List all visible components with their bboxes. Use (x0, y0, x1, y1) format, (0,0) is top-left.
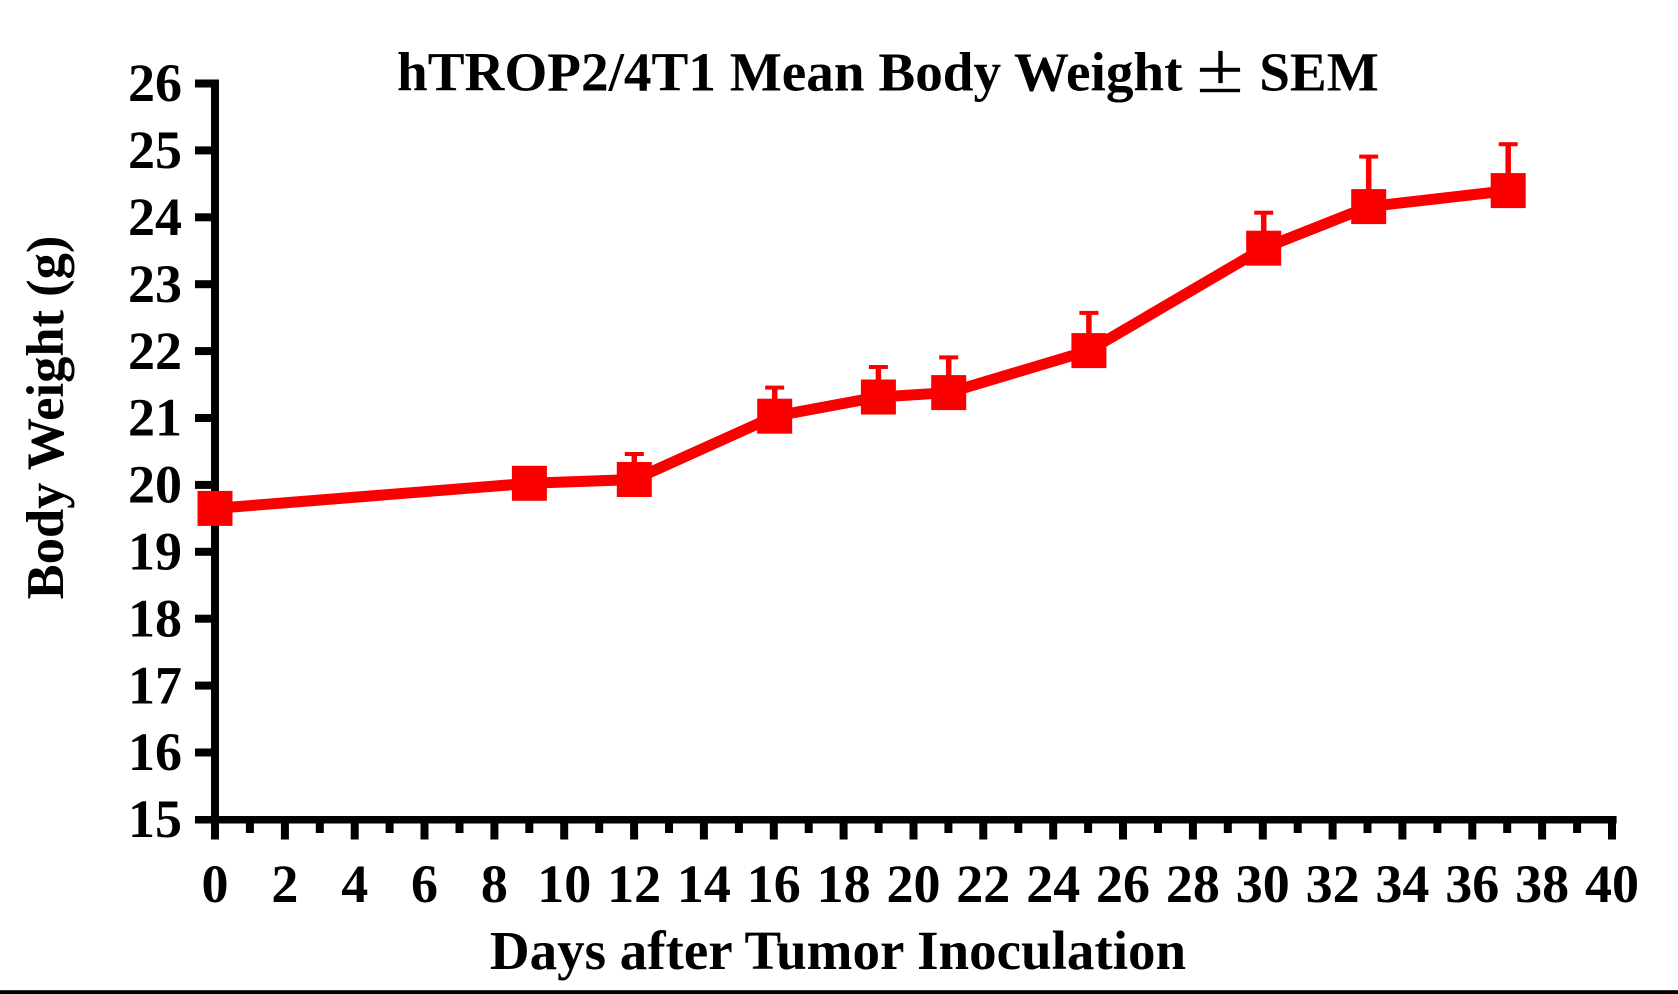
svg-text:14: 14 (677, 854, 731, 914)
svg-text:16: 16 (747, 854, 801, 914)
svg-text:19: 19 (128, 522, 182, 582)
svg-text:Body Weight (g): Body Weight (g) (17, 236, 75, 600)
svg-text:17: 17 (128, 655, 182, 715)
svg-text:32: 32 (1306, 854, 1360, 914)
svg-text:18: 18 (817, 854, 871, 914)
svg-text:24: 24 (1026, 854, 1080, 914)
svg-text:18: 18 (128, 588, 182, 648)
svg-text:26: 26 (128, 53, 182, 113)
svg-text:36: 36 (1445, 854, 1499, 914)
svg-text:26: 26 (1096, 854, 1150, 914)
svg-text:hTROP2/4T1 Mean Body Weight: hTROP2/4T1 Mean Body Weight (397, 42, 1183, 103)
svg-text:22: 22 (956, 854, 1010, 914)
svg-text:20: 20 (128, 455, 182, 515)
svg-text:2: 2 (271, 854, 298, 914)
svg-text:30: 30 (1236, 854, 1290, 914)
svg-text:8: 8 (481, 854, 508, 914)
svg-text:25: 25 (128, 120, 182, 180)
svg-text:22: 22 (128, 321, 182, 381)
svg-text:SEM: SEM (1259, 42, 1379, 103)
svg-text:34: 34 (1375, 854, 1429, 914)
svg-text:24: 24 (128, 187, 182, 247)
svg-text:16: 16 (128, 722, 182, 782)
svg-text:12: 12 (607, 854, 661, 914)
svg-text:28: 28 (1166, 854, 1220, 914)
svg-text:20: 20 (887, 854, 941, 914)
svg-text:40: 40 (1585, 854, 1639, 914)
svg-text:4: 4 (341, 854, 368, 914)
svg-text:Days after Tumor Inoculation: Days after Tumor Inoculation (490, 920, 1186, 981)
svg-text:38: 38 (1515, 854, 1569, 914)
svg-text:10: 10 (537, 854, 591, 914)
svg-text:21: 21 (128, 388, 182, 448)
svg-text:23: 23 (128, 254, 182, 314)
svg-text:15: 15 (128, 789, 182, 849)
svg-text:0: 0 (202, 854, 229, 914)
svg-text:6: 6 (411, 854, 438, 914)
